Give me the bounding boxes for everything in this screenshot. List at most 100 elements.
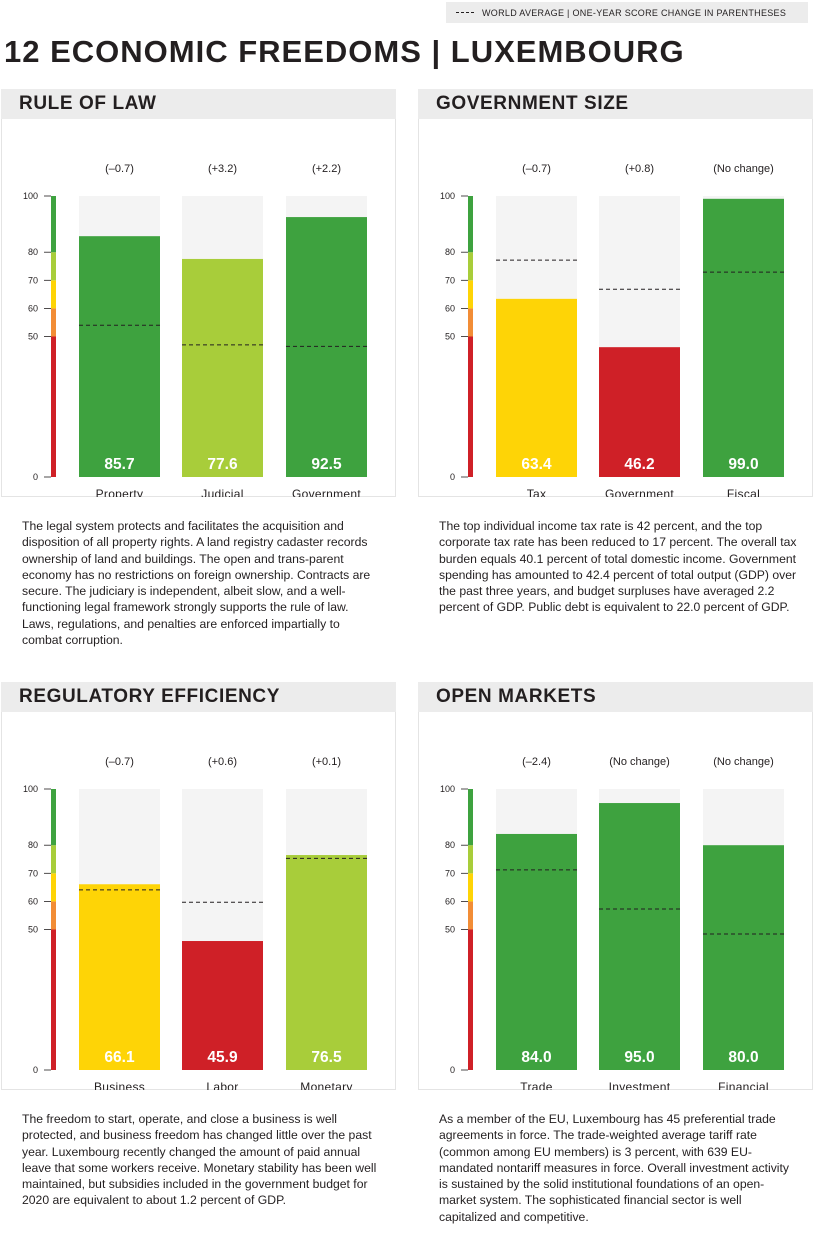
category-label-line: Monetary — [300, 1080, 352, 1090]
panel-regulatory-efficiency: REGULATORY EFFICIENCY 0 50 60 70 80 100 66.1 (–… — [1, 682, 396, 1106]
bar — [599, 347, 680, 477]
bar — [79, 884, 160, 1070]
value-label: 63.4 — [521, 456, 552, 473]
y-tick-label: 50 — [28, 925, 38, 935]
category-label-line: Government — [292, 487, 361, 497]
y-tick-label: 80 — [28, 247, 38, 257]
y-tick-label: 70 — [28, 868, 38, 878]
category-label-line: Fiscal — [727, 487, 760, 497]
y-tick-label: 60 — [28, 303, 38, 313]
category-label: LaborFreedom — [197, 1080, 247, 1090]
panel-title: OPEN MARKETS — [418, 682, 813, 712]
change-label: (–0.7) — [105, 163, 134, 175]
y-tick-label: 60 — [445, 303, 455, 313]
bar-chart: 0 50 60 70 80 100 84.0 (–2.4) TradeFreedom 95.0 (N… — [440, 756, 784, 1106]
y-tick-label: 60 — [445, 896, 455, 906]
y-tick-label: 50 — [445, 332, 455, 342]
y-tick-label: 50 — [28, 332, 38, 342]
bar — [182, 941, 263, 1070]
scale-band — [51, 280, 56, 309]
scale-band — [51, 873, 56, 902]
change-label: (+0.1) — [312, 756, 341, 768]
category-label-line: Government — [605, 487, 674, 497]
bar — [496, 298, 577, 477]
y-tick-label: 80 — [445, 840, 455, 850]
world-average-dash-icon — [456, 12, 474, 13]
value-label: 99.0 — [728, 456, 758, 473]
scale-band — [51, 929, 56, 1070]
scale-band — [51, 252, 56, 281]
scale-band — [468, 901, 473, 930]
panel-description: As a member of the EU, Luxembourg has 45… — [439, 1112, 789, 1224]
scale-band — [468, 789, 473, 846]
y-tick-label: 60 — [28, 896, 38, 906]
change-label: (+0.8) — [625, 163, 654, 175]
category-label: MonetaryFreedom — [300, 1080, 352, 1090]
value-label: 92.5 — [311, 456, 342, 473]
bar-chart: 0 50 60 70 80 100 66.1 (–0.7) BusinessFreedom 45.… — [23, 756, 367, 1106]
category-label-line: Labor — [206, 1080, 238, 1090]
category-label: TradeFreedom — [511, 1080, 561, 1090]
panel-title: REGULATORY EFFICIENCY — [1, 682, 396, 712]
bar — [496, 833, 577, 1070]
change-label: (+0.6) — [208, 756, 237, 768]
bar — [182, 258, 263, 477]
category-label-line: Property — [96, 487, 144, 497]
category-label-line: Investment — [609, 1080, 671, 1090]
y-tick-label: 50 — [445, 925, 455, 935]
value-label: 84.0 — [521, 1049, 551, 1066]
scale-band — [468, 845, 473, 874]
panel-description: The freedom to start, operate, and close… — [22, 1112, 377, 1208]
category-label: GovernmentIntegrity — [292, 487, 361, 497]
bar — [79, 236, 160, 477]
panel-description: The legal system protects and facilitate… — [22, 519, 371, 648]
category-label-line: Trade — [520, 1080, 552, 1090]
value-label: 46.2 — [624, 456, 654, 473]
category-label: BusinessFreedom — [94, 1080, 145, 1090]
panel-government-size: GOVERNMENT SIZE 0 50 60 70 80 100 63.4 (–0.7) Ta… — [418, 89, 813, 513]
scale-band — [468, 280, 473, 309]
bar — [286, 855, 367, 1070]
y-tick-label: 100 — [440, 784, 455, 794]
change-label: (No change) — [609, 756, 670, 768]
scale-band — [468, 929, 473, 1070]
panel-rule-of-law: RULE OF LAW 0 50 60 70 80 100 85.7 (–0.7) Proper… — [1, 89, 396, 513]
category-label-line: Judicial — [201, 487, 243, 497]
category-label: FiscalHealth — [725, 487, 762, 497]
bar — [703, 845, 784, 1070]
change-label: (+2.2) — [312, 163, 341, 175]
chart-area: 0 50 60 70 80 100 85.7 (–0.7) PropertyRights 77.6… — [1, 119, 396, 513]
value-label: 66.1 — [104, 1049, 135, 1066]
bar — [703, 198, 784, 477]
change-label: (No change) — [713, 756, 774, 768]
category-label: GovernmentSpending — [605, 487, 674, 497]
y-tick-label: 80 — [28, 840, 38, 850]
category-label: InvestmentFreedom — [609, 1080, 671, 1090]
category-label: PropertyRights — [96, 487, 144, 497]
scale-band — [51, 196, 56, 253]
scale-band — [51, 336, 56, 477]
change-label: (+3.2) — [208, 163, 237, 175]
value-label: 80.0 — [728, 1049, 758, 1066]
value-label: 95.0 — [624, 1049, 654, 1066]
chart-area: 0 50 60 70 80 100 63.4 (–0.7) TaxBurden 46.2 (+0.8… — [418, 119, 813, 513]
scale-band — [51, 901, 56, 930]
chart-area: 0 50 60 70 80 100 66.1 (–0.7) BusinessFreedom 45.… — [1, 712, 396, 1106]
y-tick-label: 0 — [450, 1065, 455, 1075]
value-label: 77.6 — [207, 456, 238, 473]
category-label: FinancialFreedom — [718, 1080, 769, 1090]
y-tick-label: 0 — [33, 1065, 38, 1075]
chart-area: 0 50 60 70 80 100 84.0 (–2.4) TradeFreedom 95.0 (N… — [418, 712, 813, 1106]
category-label-line: Financial — [718, 1080, 769, 1090]
value-label: 85.7 — [104, 456, 134, 473]
change-label: (–0.7) — [522, 163, 551, 175]
value-label: 76.5 — [311, 1049, 342, 1066]
page-title: 12 ECONOMIC FREEDOMS | LUXEMBOURG — [4, 34, 685, 69]
scale-band — [468, 336, 473, 477]
panel-open-markets: OPEN MARKETS 0 50 60 70 80 100 84.0 (–2.4) Trade… — [418, 682, 813, 1106]
scale-band — [468, 873, 473, 902]
y-tick-label: 80 — [445, 247, 455, 257]
category-label-line: Business — [94, 1080, 145, 1090]
scale-band — [51, 308, 56, 337]
y-tick-label: 100 — [23, 191, 38, 201]
